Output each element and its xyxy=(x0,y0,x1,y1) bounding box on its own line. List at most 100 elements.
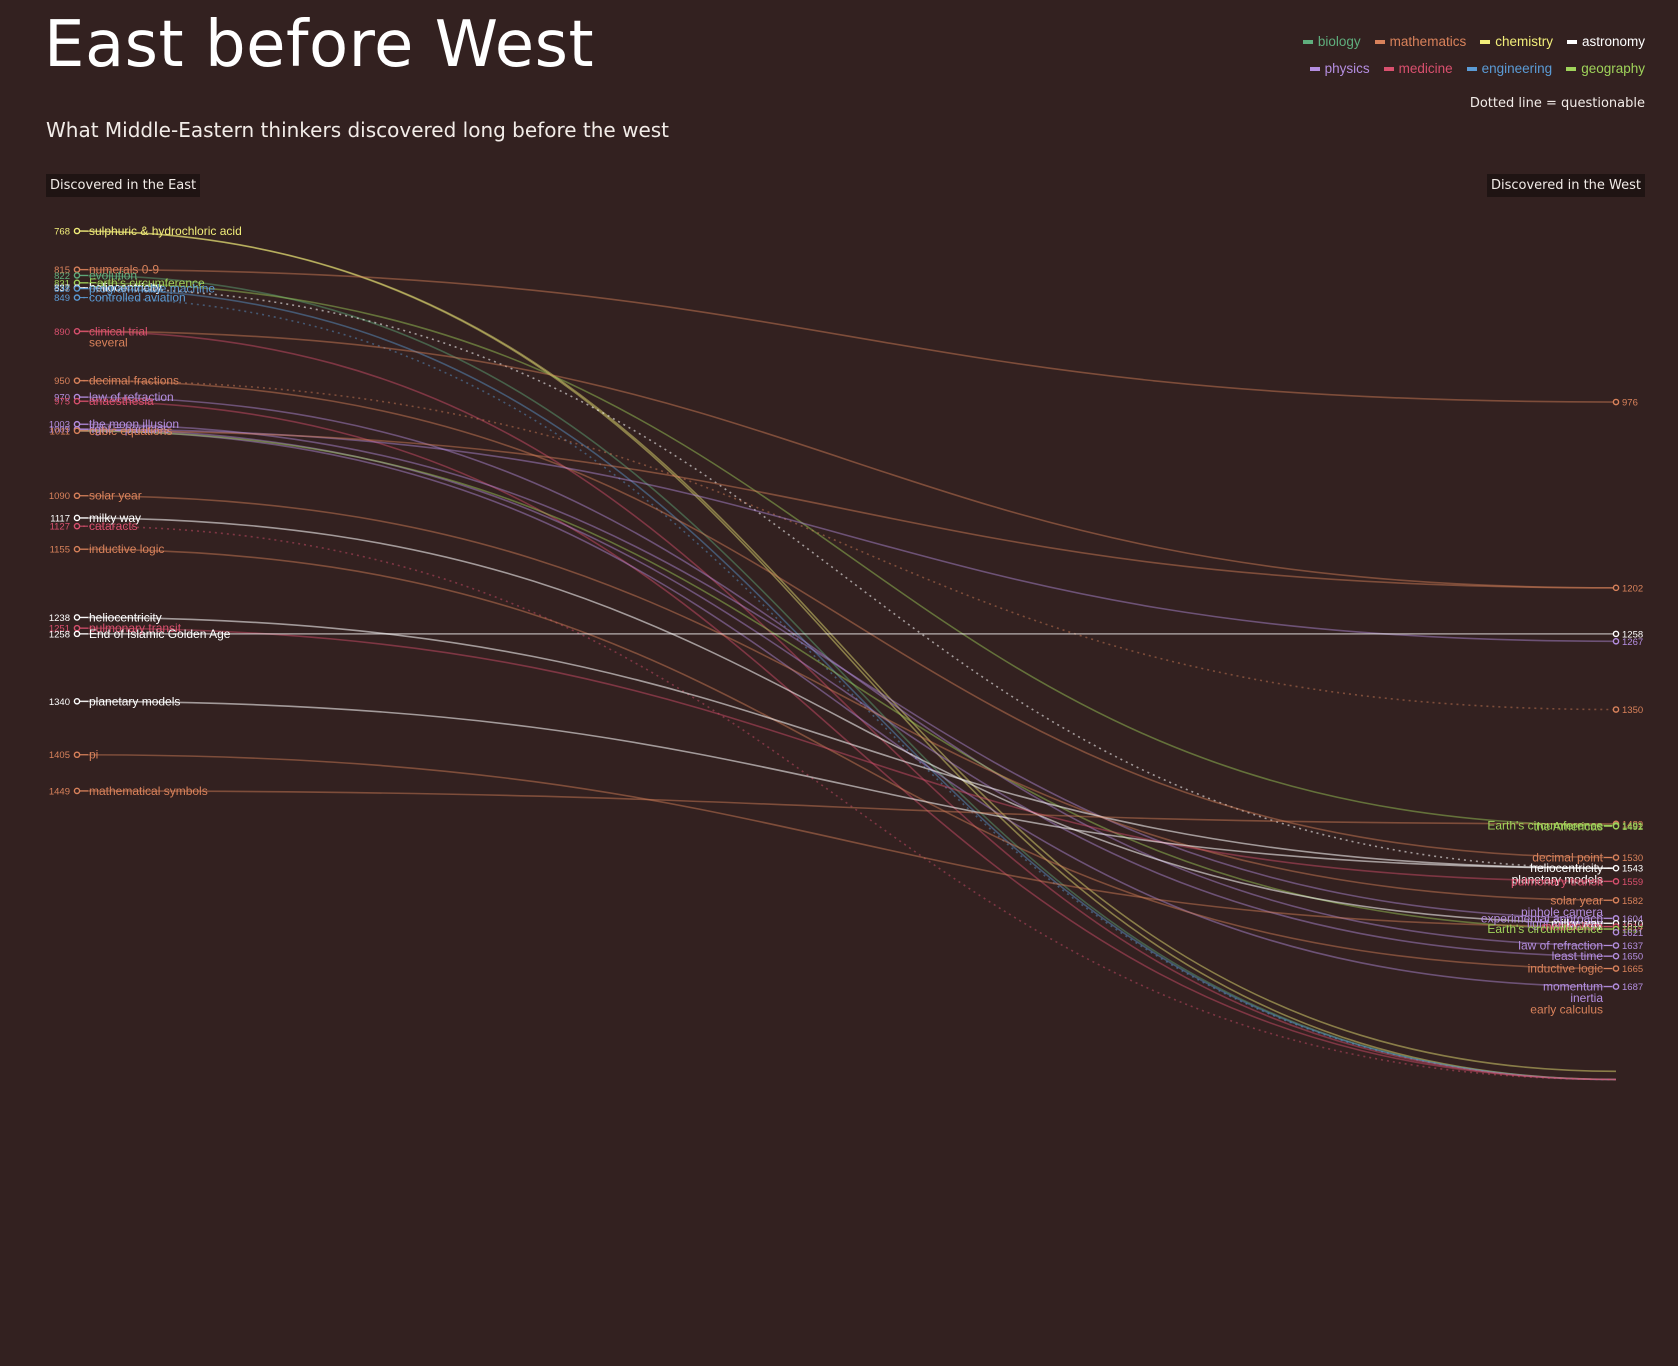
west-discovery-label: light & the eye xyxy=(1527,916,1603,930)
east-discovery-label: cubic equations xyxy=(89,424,172,438)
east-discovery-label: inductive logic xyxy=(89,542,164,556)
legend-item-astronomy[interactable]: astronomy xyxy=(1566,34,1645,49)
east-discovery-label: anaesthesia xyxy=(89,394,154,408)
link-line xyxy=(76,296,1617,1081)
east-discovery-label: clinical trial xyxy=(89,324,148,338)
west-discovery-label: pinhole camera xyxy=(1521,905,1603,919)
east-discovery-label: milky way xyxy=(89,511,141,525)
legend-label: mathematics xyxy=(1389,34,1467,49)
east-year-label: 970 xyxy=(54,393,70,404)
west-discovery-label: pulmonary transit xyxy=(1511,874,1604,888)
east-year-label: 1009 xyxy=(49,425,70,436)
east-group: 768 sulphuric & hydrochloric acid 815 numer… xyxy=(49,224,242,798)
west-discovery-label: milky way xyxy=(1551,916,1603,930)
legend-item-mathematics[interactable]: mathematics xyxy=(1374,34,1467,49)
west-discovery-label: heliocentricity xyxy=(1530,861,1603,875)
west-year-label: 1258 xyxy=(1622,629,1643,640)
east-marker xyxy=(73,266,81,273)
west-marker xyxy=(1612,952,1620,960)
west-marker xyxy=(1612,706,1620,713)
east-marker xyxy=(73,751,81,759)
east-year-label: 1340 xyxy=(49,697,70,708)
east-discovery-label: heliocentricity xyxy=(89,610,162,624)
east-year-label: 1449 xyxy=(49,786,70,797)
east-discovery-label: cataracts xyxy=(89,519,138,533)
east-marker xyxy=(73,545,81,553)
east-discovery-label: heliocentricity xyxy=(89,281,162,295)
link-line xyxy=(76,429,1617,988)
east-year-label: 1405 xyxy=(49,750,70,761)
link-line xyxy=(76,379,1617,859)
east-discovery-label: pulmonary transit xyxy=(89,621,182,635)
west-year-label: 1637 xyxy=(1622,941,1643,952)
west-year-label: 1604 xyxy=(1622,914,1643,925)
west-marker xyxy=(1612,942,1620,949)
legend-item-chemistry[interactable]: chemistry xyxy=(1480,34,1553,49)
legend-item-physics[interactable]: physics xyxy=(1309,61,1370,76)
west-marker xyxy=(1612,929,1620,936)
east-discovery-label: programmable machine xyxy=(89,282,215,296)
link-line xyxy=(76,330,1617,1081)
west-discovery-label: early calculus xyxy=(1530,1003,1603,1017)
east-discovery-label: light = particles xyxy=(89,422,169,436)
link-line xyxy=(76,230,1617,1073)
west-discovery-label: law of refraction xyxy=(1518,938,1603,952)
west-year-label: 1650 xyxy=(1622,952,1643,963)
east-marker xyxy=(73,492,81,500)
legend-label: astronomy xyxy=(1581,34,1645,49)
west-year-label: 1267 xyxy=(1622,637,1643,648)
legend-item-medicine[interactable]: medicine xyxy=(1383,61,1453,76)
west-marker xyxy=(1612,896,1620,904)
legend-row: biology mathematics chemistry astronomy xyxy=(1225,34,1645,49)
west-discovery-label: the Americas xyxy=(1534,819,1603,833)
west-year-label: 1687 xyxy=(1622,982,1643,993)
east-year-label: 890 xyxy=(54,327,70,338)
east-year-label: 837 xyxy=(54,283,70,294)
link-line xyxy=(76,281,1617,827)
west-discovery-label: planetary models xyxy=(1512,873,1603,887)
east-discovery-label: law of refraction xyxy=(89,390,174,404)
link-line xyxy=(76,330,1617,589)
east-header: Discovered in the East xyxy=(46,174,201,197)
legend: biology mathematics chemistry astronomy … xyxy=(1225,34,1645,88)
legend-item-geography[interactable]: geography xyxy=(1566,61,1645,76)
west-discovery-label: momentum xyxy=(1543,980,1603,994)
east-marker xyxy=(73,630,81,638)
west-marker xyxy=(1612,864,1620,872)
west-year-label: 1492 xyxy=(1622,822,1643,833)
east-discovery-label: solar year xyxy=(89,489,142,503)
link-line xyxy=(76,525,1617,1081)
west-discovery-label: inductive logic xyxy=(1528,962,1603,976)
link-line xyxy=(76,379,1617,711)
east-year-label: 1258 xyxy=(49,629,70,640)
east-marker xyxy=(73,285,81,292)
link-line xyxy=(76,230,1617,1081)
east-year-label: 1090 xyxy=(49,491,70,502)
east-discovery-label: numerals 0-9 xyxy=(89,263,159,277)
west-header: Discovered in the West xyxy=(1486,174,1645,197)
east-marker xyxy=(73,697,81,705)
legend-swatch xyxy=(1302,39,1313,44)
link-line xyxy=(76,700,1617,870)
legend-label: medicine xyxy=(1398,61,1453,76)
east-marker xyxy=(73,514,81,522)
east-discovery-label: End of Islamic Golden Age xyxy=(89,627,231,641)
east-discovery-label: sulphuric & hydrochloric acid xyxy=(89,224,242,238)
legend-item-biology[interactable]: biology xyxy=(1302,34,1361,49)
link-group xyxy=(76,230,1617,1081)
west-discovery-label: experimental approach xyxy=(1481,911,1603,925)
west-marker xyxy=(1612,637,1620,645)
legend-label: biology xyxy=(1317,34,1361,49)
east-discovery-label: the moon illusion xyxy=(89,417,179,431)
link-line xyxy=(76,396,1617,947)
west-year-label: 1559 xyxy=(1622,877,1643,888)
legend-swatch xyxy=(1466,66,1477,71)
west-year-label: 1543 xyxy=(1622,864,1643,875)
east-year-label: 1117 xyxy=(50,513,70,524)
legend-item-engineering[interactable]: engineering xyxy=(1466,61,1552,76)
east-marker xyxy=(73,522,81,530)
west-marker xyxy=(1612,822,1620,830)
west-marker xyxy=(1612,983,1620,990)
west-discovery-label: inertia xyxy=(1570,991,1603,1005)
east-year-label: 1155 xyxy=(50,545,70,556)
